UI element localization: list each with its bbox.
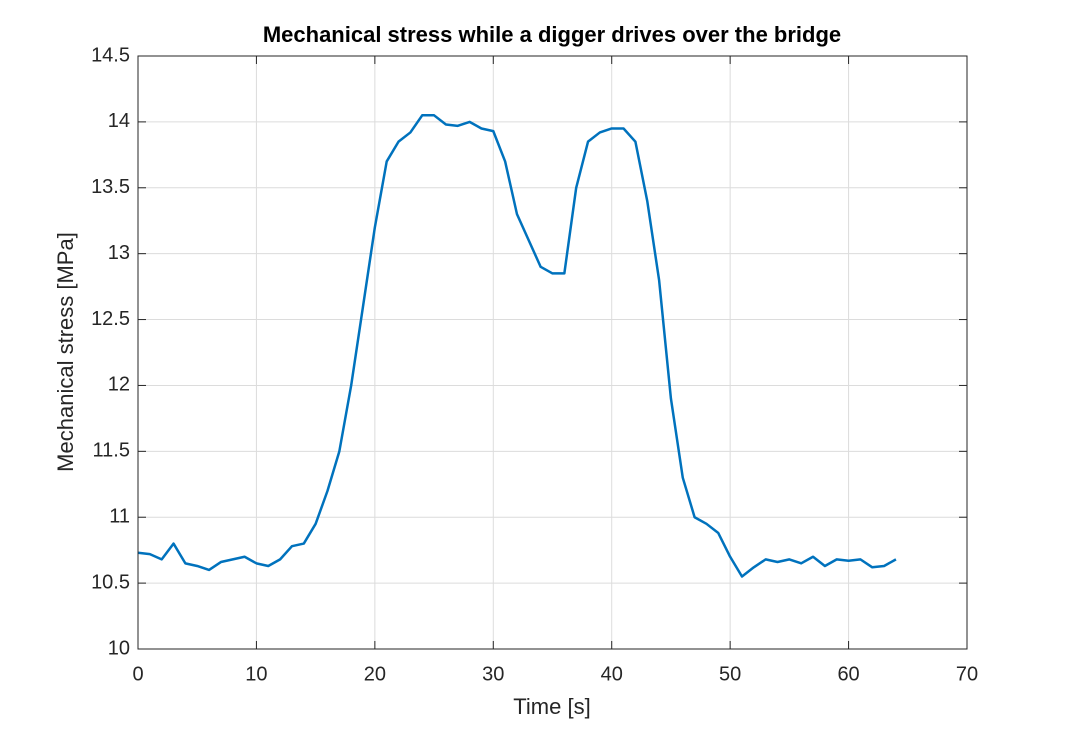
y-axis-label: Mechanical stress [MPa]	[53, 232, 78, 472]
x-tick-label: 20	[364, 663, 386, 685]
x-tick-label: 0	[132, 663, 143, 685]
y-tick-label: 12	[108, 374, 130, 396]
y-tick-label: 14	[108, 110, 130, 132]
chart-title: Mechanical stress while a digger drives …	[263, 22, 841, 47]
y-tick-label: 11	[109, 506, 130, 528]
y-tick-label: 12.5	[91, 308, 130, 330]
x-tick-label: 40	[601, 663, 623, 685]
x-tick-label: 10	[245, 663, 267, 685]
y-tick-label: 10	[108, 637, 130, 659]
x-tick-label: 30	[482, 663, 504, 685]
axes-box	[137, 55, 968, 650]
x-tick-label: 70	[956, 663, 978, 685]
plot-area	[138, 56, 967, 649]
x-tick-label: 50	[719, 663, 741, 685]
data-line	[137, 114, 897, 578]
y-tick-label: 11.5	[93, 440, 130, 462]
y-tick-label: 13	[108, 242, 130, 264]
x-tick-label: 60	[837, 663, 859, 685]
y-tick-label: 10.5	[91, 571, 130, 593]
x-axis-label: Time [s]	[513, 694, 590, 719]
y-tick-label: 14.5	[91, 44, 130, 66]
marks	[137, 114, 897, 578]
y-tick-label: 13.5	[91, 176, 130, 198]
